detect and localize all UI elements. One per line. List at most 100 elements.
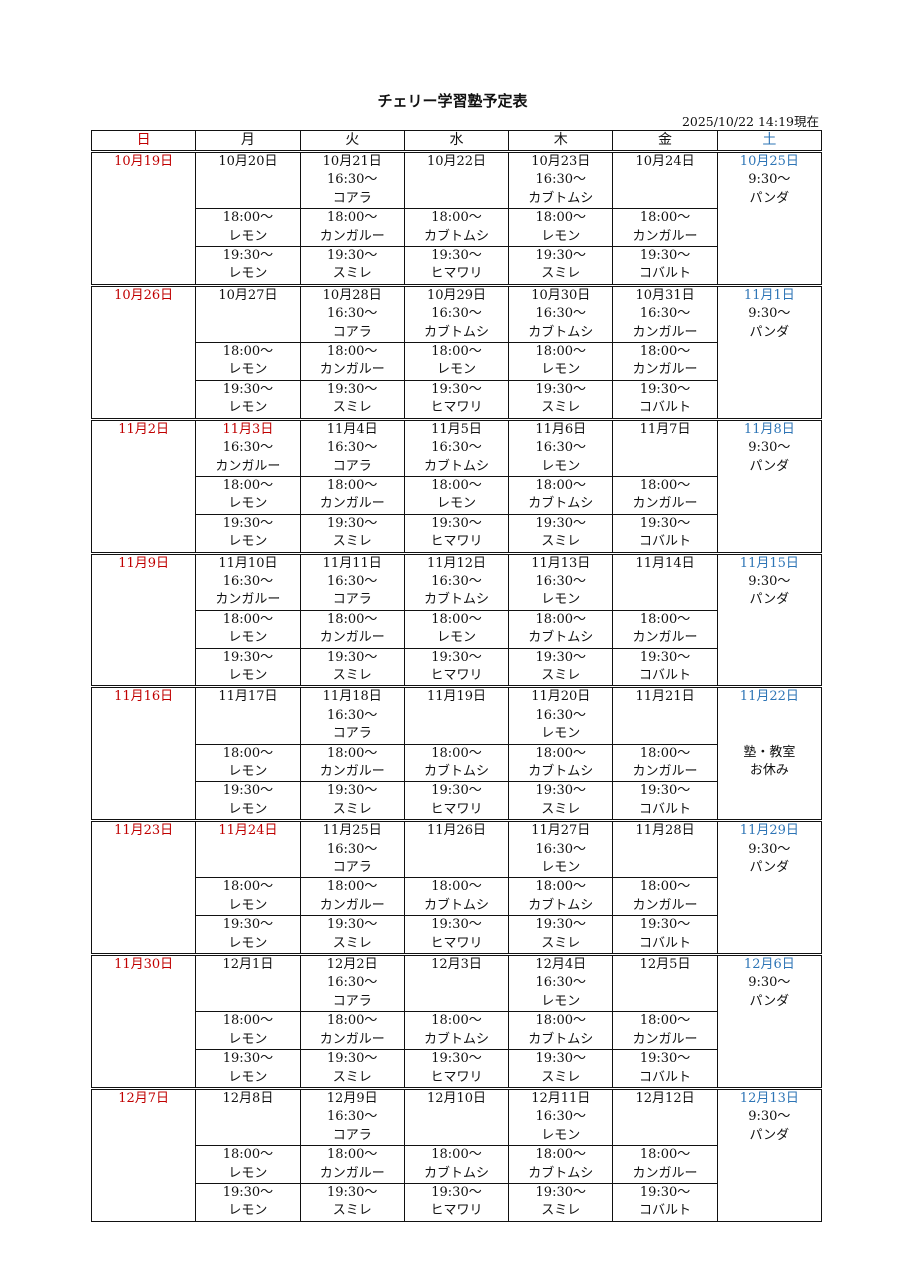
week-row: 19:30〜 レモン 19:30〜 スミレ 19:30〜 ヒマワリ 19:30〜 スミレ 19:… — [92, 1049, 822, 1089]
class-name: カブトムシ — [528, 496, 594, 512]
slot-time: 16:30〜 — [326, 306, 378, 322]
class-slot: 11月19日 — [403, 685, 510, 745]
class-slot: 18:00〜 カンガルー — [612, 208, 718, 248]
class-slot: 12月9日 16:30〜 コアラ — [299, 1086, 405, 1147]
slot-time: 18:00〜 — [326, 879, 378, 895]
class-slot: 11月25日 16:30〜 コアラ — [299, 819, 405, 879]
saturday-note: 9:30〜 パンダ — [718, 841, 821, 878]
date-label: 11月1日 — [743, 287, 795, 303]
class-slot: 18:00〜 カブトムシ — [403, 877, 510, 917]
class-name: カンガルー — [319, 897, 385, 913]
class-name: カンガルー — [319, 630, 385, 646]
class-slot: 18:00〜 カブトムシ — [403, 743, 510, 783]
class-name: コバルト — [639, 935, 692, 951]
class-slot: 19:30〜 スミレ — [508, 246, 614, 286]
class-name: レモン — [541, 726, 581, 742]
date-label: 12月5日 — [639, 957, 691, 973]
sunday-cell: 11月16日 — [90, 685, 197, 822]
slot-time: 16:30〜 — [431, 573, 482, 589]
class-name: レモン — [228, 630, 268, 646]
class-slot: 10月29日 16:30〜 カブトムシ — [403, 283, 510, 344]
class-slot: 18:00〜 レモン — [508, 342, 614, 381]
class-slot: 18:00〜 カンガルー — [299, 877, 405, 917]
class-slot: 18:00〜 レモン — [508, 208, 614, 248]
class-slot: 18:00〜 カンガルー — [612, 342, 718, 381]
class-slot: 12月5日 — [612, 953, 718, 1013]
class-slot: 11月26日 — [403, 819, 510, 879]
class-name: カンガルー — [632, 1165, 698, 1181]
slot-time: 19:30〜 — [326, 381, 378, 397]
saturday-note: 9:30〜 パンダ — [718, 573, 821, 610]
class-slot: 18:00〜 カンガルー — [299, 609, 405, 649]
class-slot: 18:00〜 カンガルー — [612, 609, 718, 649]
class-slot: 18:00〜 レモン — [403, 475, 510, 515]
class-slot: 19:30〜 コバルト — [612, 1182, 718, 1222]
slot-time: 19:30〜 — [431, 1051, 482, 1067]
saturday-note: 9:30〜 パンダ — [718, 171, 821, 208]
class-slot: 19:30〜 レモン — [195, 1049, 301, 1089]
slot-time: 18:00〜 — [326, 1013, 378, 1029]
date-label: 12月12日 — [635, 1090, 695, 1106]
slot-time: 19:30〜 — [639, 248, 691, 264]
class-slot: 10月21日 16:30〜 コアラ — [299, 149, 405, 210]
note-line: 9:30〜 — [748, 841, 791, 857]
class-slot: 11月6日 16:30〜 レモン — [508, 417, 614, 477]
slot-time: 16:30〜 — [535, 707, 586, 723]
slot-time: 19:30〜 — [222, 515, 274, 531]
slot-time: 18:00〜 — [431, 745, 482, 761]
week-row: 18:00〜 レモン 18:00〜 カンガルー 18:00〜 カブトムシ 18:00〜 カブト… — [92, 877, 822, 917]
note-line: パンダ — [749, 190, 790, 206]
class-slot: 18:00〜 カブトムシ — [508, 475, 614, 515]
class-slot: 19:30〜 ヒマワリ — [403, 647, 510, 688]
date-label: 10月25日 — [739, 154, 799, 169]
class-slot: 19:30〜 ヒマワリ — [403, 781, 510, 822]
slot-time: 16:30〜 — [326, 440, 378, 456]
week-row: 18:00〜 レモン 18:00〜 カンガルー 18:00〜 レモン 18:00〜 カブトムシ… — [92, 609, 822, 649]
note-line: パンダ — [749, 592, 790, 608]
class-slot: 19:30〜 スミレ — [508, 513, 614, 554]
date-label: 11月6日 — [535, 421, 587, 437]
slot-time: 18:00〜 — [326, 210, 378, 226]
class-name: レモン — [541, 860, 581, 876]
class-name: レモン — [541, 993, 581, 1009]
date-label: 11月28日 — [635, 823, 695, 839]
sunday-cell: 11月9日 — [90, 551, 197, 688]
note-line: パンダ — [749, 1127, 790, 1143]
date-label: 10月29日 — [426, 287, 487, 303]
class-slot: 11月27日 16:30〜 レモン — [508, 819, 614, 879]
class-slot: 12月12日 — [612, 1086, 718, 1147]
slot-time: 19:30〜 — [639, 381, 691, 397]
slot-time: 19:30〜 — [431, 917, 482, 933]
slot-time: 19:30〜 — [222, 917, 274, 933]
slot-time: 18:00〜 — [639, 1013, 691, 1029]
date-label: 11月2日 — [118, 421, 170, 437]
slot-time: 19:30〜 — [326, 649, 378, 665]
class-slot: 19:30〜 ヒマワリ — [403, 513, 510, 554]
class-slot: 19:30〜 スミレ — [299, 647, 405, 688]
slot-time: 16:30〜 — [326, 1109, 378, 1125]
week-row: 19:30〜 レモン 19:30〜 スミレ 19:30〜 ヒマワリ 19:30〜 スミレ 19:… — [92, 246, 822, 286]
sunday-cell: 12月7日 — [90, 1086, 197, 1222]
note-line: 9:30〜 — [748, 440, 791, 456]
date-label: 11月18日 — [322, 689, 382, 705]
sunday-cell: 10月26日 — [90, 283, 197, 420]
class-slot: 19:30〜 コバルト — [612, 379, 718, 420]
class-slot: 19:30〜 スミレ — [299, 1182, 405, 1222]
slot-time: 18:00〜 — [222, 477, 274, 493]
date-label: 10月27日 — [218, 287, 278, 303]
class-name: カブトムシ — [423, 764, 489, 779]
class-name: コアラ — [332, 726, 372, 742]
class-name: レモン — [228, 1069, 268, 1085]
class-slot: 18:00〜 カンガルー — [299, 743, 405, 783]
slot-time: 18:00〜 — [222, 879, 274, 895]
saturday-cell: 10月25日 9:30〜 パンダ — [716, 150, 823, 286]
saturday-cell: 12月13日 9:30〜 パンダ — [716, 1086, 823, 1222]
week-row: 18:00〜 レモン 18:00〜 カンガルー 18:00〜 カブトムシ 18:00〜 レモン… — [92, 208, 822, 248]
class-name: カブトムシ — [528, 764, 594, 779]
slot-time: 16:30〜 — [222, 573, 274, 589]
class-slot: 10月23日 16:30〜 カブトムシ — [508, 149, 614, 210]
slot-time: 19:30〜 — [431, 515, 482, 531]
week-row: 19:30〜 レモン 19:30〜 スミレ 19:30〜 ヒマワリ 19:30〜 スミレ 19:… — [92, 379, 822, 420]
class-name: ヒマワリ — [430, 667, 483, 683]
weekday-header: 月 — [195, 130, 301, 152]
